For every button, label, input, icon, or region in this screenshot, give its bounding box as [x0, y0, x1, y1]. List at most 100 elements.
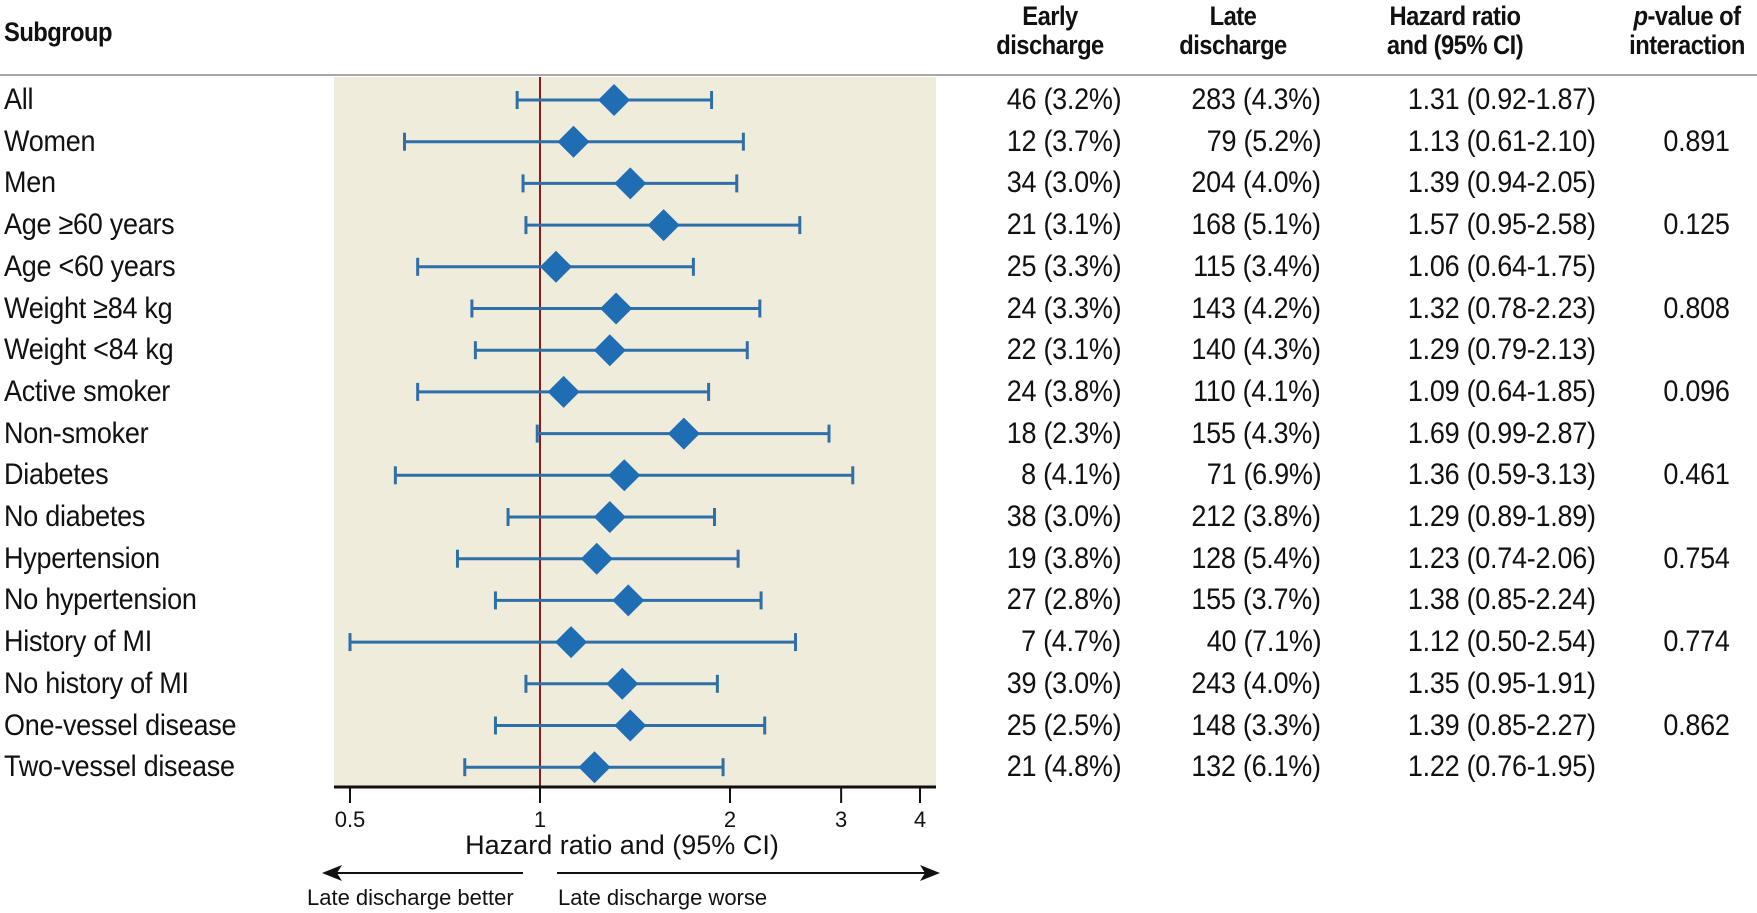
subgroup-label: No history of MI	[4, 666, 189, 700]
hazard-ratio-value: 1.38 (0.85-2.24)	[1408, 583, 1596, 617]
forest-row-mark	[493, 584, 763, 617]
late-discharge-value: 283 (4.3%)	[1191, 83, 1322, 116]
early-discharge-value: 25 (2.5%)	[1006, 708, 1121, 742]
subgroup-label: Hypertension	[4, 541, 160, 575]
forest-row-mark	[393, 459, 855, 492]
hazard-ratio-value: 1.13 (0.61-2.10)	[1408, 124, 1596, 158]
hazard-ratio-value: 1.32 (0.78-2.23)	[1408, 291, 1596, 325]
hazard-ratio-value: 1.39 (0.94-2.05)	[1408, 166, 1596, 200]
subgroup-label: One-vessel disease	[4, 708, 237, 742]
early-discharge-value: 46 (3.2%)	[1006, 83, 1121, 116]
header-late-discharge: Late discharge	[1176, 2, 1290, 60]
early-discharge-value: 24 (3.3%)	[1006, 291, 1121, 325]
hazard-ratio-diamond	[547, 375, 580, 408]
hazard-ratio-value: 1.39 (0.85-2.27)	[1408, 708, 1596, 742]
early-discharge-value: 7 (4.7%)	[1021, 625, 1121, 659]
early-discharge-value: 19 (3.8%)	[1006, 541, 1121, 575]
subgroup-label: Age ≥60 years	[4, 208, 175, 242]
subgroup-label: Two-vessel disease	[4, 750, 235, 784]
hazard-ratio-value: 1.31 (0.92-1.87)	[1408, 83, 1596, 116]
forest-row-mark	[455, 542, 740, 575]
early-discharge-value: 39 (3.0%)	[1006, 666, 1121, 700]
late-discharge-value: 155 (4.3%)	[1191, 416, 1322, 450]
p-interaction-value: 0.891	[1663, 124, 1730, 158]
p-interaction-value: 0.461	[1663, 458, 1730, 492]
direction-left-label: Late discharge better	[307, 885, 514, 910]
early-discharge-value: 21 (4.8%)	[1006, 750, 1121, 784]
forest-row-mark	[416, 375, 711, 408]
forest-row-mark	[470, 292, 762, 325]
plot-panel	[334, 77, 936, 787]
subgroup-label: Weight ≥84 kg	[4, 291, 173, 325]
late-discharge-value: 71 (6.9%)	[1206, 458, 1321, 492]
p-interaction-value: 0.774	[1663, 625, 1730, 659]
header-divider	[0, 74, 1757, 76]
subgroup-label: Non-smoker	[4, 416, 149, 450]
direction-right-arrow	[557, 865, 940, 881]
subgroup-label: History of MI	[4, 625, 153, 659]
forest-row-mark	[348, 626, 798, 659]
early-discharge-value: 25 (3.3%)	[1006, 249, 1121, 283]
forest-row-mark	[473, 334, 749, 367]
hazard-ratio-diamond	[593, 501, 626, 533]
late-discharge-value: 204 (4.0%)	[1191, 166, 1322, 200]
hazard-ratio-diamond	[598, 84, 631, 116]
forest-row-mark	[506, 501, 716, 533]
hazard-ratio-diamond	[614, 709, 647, 742]
early-discharge-value: 24 (3.8%)	[1006, 374, 1121, 408]
hazard-ratio-value: 1.29 (0.89-1.89)	[1408, 500, 1596, 533]
late-discharge-value: 148 (3.3%)	[1191, 708, 1322, 742]
hazard-ratio-diamond	[647, 209, 680, 242]
hazard-ratio-value: 1.29 (0.79-2.13)	[1408, 333, 1596, 367]
header-late-line2: discharge	[1179, 30, 1287, 60]
header-hr-line2: and (95% CI)	[1386, 30, 1524, 60]
hazard-ratio-diamond	[593, 334, 626, 367]
hazard-ratio-value: 1.35 (0.95-1.91)	[1408, 666, 1596, 700]
hazard-ratio-value: 1.12 (0.50-2.54)	[1408, 625, 1596, 659]
early-discharge-value: 21 (3.1%)	[1006, 208, 1121, 242]
header-early-line1: Early	[1022, 1, 1078, 31]
late-discharge-value: 143 (4.2%)	[1191, 291, 1322, 325]
forest-row-mark	[416, 250, 695, 283]
early-discharge-value: 34 (3.0%)	[1006, 166, 1121, 200]
late-discharge-value: 168 (5.1%)	[1191, 208, 1322, 242]
p-interaction-value: 0.096	[1663, 374, 1730, 408]
header-late-line1: Late	[1209, 1, 1257, 31]
early-discharge-value: 18 (2.3%)	[1006, 416, 1121, 450]
late-discharge-value: 243 (4.0%)	[1191, 666, 1322, 700]
subgroup-label: No hypertension	[4, 583, 197, 617]
early-discharge-value: 12 (3.7%)	[1006, 124, 1121, 158]
header-hr-line1: Hazard ratio	[1389, 1, 1522, 31]
subgroup-label: Diabetes	[4, 458, 109, 492]
late-discharge-value: 128 (5.4%)	[1191, 541, 1322, 575]
forest-row-mark	[524, 209, 802, 242]
forest-row-mark	[524, 667, 719, 700]
subgroup-label: Women	[4, 124, 96, 158]
early-discharge-value: 27 (2.8%)	[1006, 583, 1121, 617]
late-discharge-value: 155 (3.7%)	[1191, 583, 1322, 617]
hazard-ratio-value: 1.22 (0.76-1.95)	[1408, 750, 1596, 784]
hazard-ratio-diamond	[612, 584, 645, 617]
hazard-ratio-diamond	[614, 167, 647, 200]
p-interaction-value: 0.125	[1663, 208, 1730, 242]
x-tick-label: 0.5	[335, 807, 366, 832]
late-discharge-value: 115 (3.4%)	[1193, 249, 1322, 283]
late-discharge-value: 212 (3.8%)	[1191, 500, 1322, 533]
header-p-line2: interaction	[1629, 30, 1745, 60]
hazard-ratio-diamond	[539, 250, 572, 283]
header-subgroup-text: Subgroup	[4, 17, 112, 47]
early-discharge-value: 8 (4.1%)	[1021, 458, 1121, 492]
hazard-ratio-value: 1.69 (0.99-2.87)	[1408, 416, 1596, 450]
header-early-line2: discharge	[996, 30, 1104, 60]
late-discharge-value: 40 (7.1%)	[1206, 625, 1321, 659]
late-discharge-value: 140 (4.3%)	[1191, 333, 1322, 367]
hazard-ratio-diamond	[600, 292, 633, 325]
direction-left-arrow	[322, 865, 523, 881]
hazard-ratio-diamond	[608, 459, 641, 492]
p-interaction-value: 0.862	[1663, 708, 1730, 742]
header-subgroup: Subgroup	[4, 18, 112, 47]
hazard-ratio-value: 1.23 (0.74-2.06)	[1408, 541, 1596, 575]
p-interaction-value: 0.808	[1663, 291, 1730, 325]
subgroup-label: Age <60 years	[4, 249, 176, 283]
